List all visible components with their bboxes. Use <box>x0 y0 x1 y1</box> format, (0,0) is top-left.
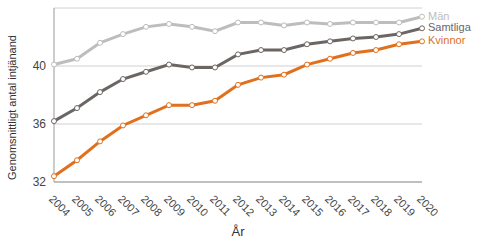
svg-text:Kvinnor: Kvinnor <box>428 34 466 46</box>
svg-text:2016: 2016 <box>323 193 349 219</box>
svg-text:2011: 2011 <box>208 193 233 218</box>
svg-text:2017: 2017 <box>346 193 372 219</box>
svg-text:2015: 2015 <box>300 193 326 219</box>
svg-text:2014: 2014 <box>277 193 303 219</box>
svg-text:2006: 2006 <box>93 193 119 219</box>
svg-text:2004: 2004 <box>47 193 73 219</box>
svg-text:År: År <box>232 224 246 239</box>
svg-text:40: 40 <box>33 59 47 73</box>
svg-text:2008: 2008 <box>139 193 165 219</box>
svg-text:32: 32 <box>33 175 47 189</box>
svg-text:2007: 2007 <box>116 193 142 219</box>
svg-text:2020: 2020 <box>415 193 441 219</box>
svg-text:2009: 2009 <box>162 193 188 219</box>
svg-text:2019: 2019 <box>392 193 418 219</box>
svg-text:Samtliga: Samtliga <box>428 21 472 33</box>
svg-text:2018: 2018 <box>369 193 395 219</box>
svg-text:2005: 2005 <box>70 193 96 219</box>
svg-text:2010: 2010 <box>185 193 211 219</box>
svg-text:2012: 2012 <box>231 193 257 219</box>
svg-text:Män: Män <box>428 10 449 22</box>
svg-text:36: 36 <box>33 117 47 131</box>
svg-text:Genomsnittligt antal intjänand: Genomsnittligt antal intjänand <box>8 35 18 180</box>
svg-text:2013: 2013 <box>254 193 280 219</box>
